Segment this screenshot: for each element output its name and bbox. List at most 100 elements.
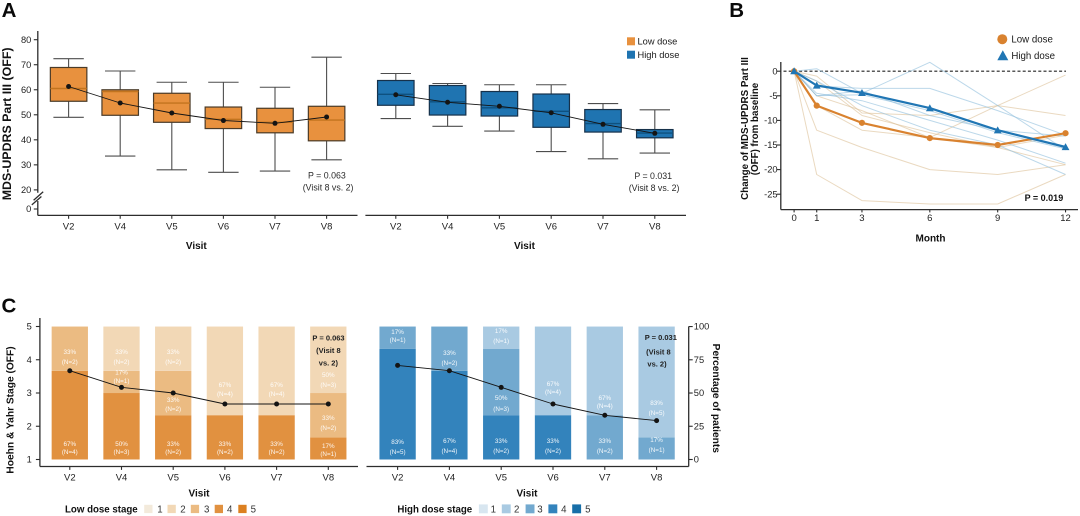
svg-text:V2: V2 [64, 472, 76, 483]
svg-text:0: 0 [791, 213, 796, 224]
svg-text:High dose: High dose [1011, 51, 1055, 62]
svg-text:(N=2): (N=2) [217, 449, 233, 456]
svg-text:33%: 33% [322, 415, 335, 422]
svg-text:V2: V2 [63, 222, 75, 233]
svg-text:3: 3 [859, 213, 864, 224]
svg-text:(Visit 8: (Visit 8 [316, 346, 340, 355]
svg-text:V5: V5 [167, 472, 179, 483]
svg-text:V7: V7 [597, 222, 609, 233]
svg-text:V5: V5 [495, 472, 507, 483]
svg-text:(N=2): (N=2) [493, 448, 509, 455]
svg-text:17%: 17% [495, 328, 508, 335]
svg-text:(N=1): (N=1) [320, 451, 336, 458]
svg-text:3: 3 [204, 505, 209, 516]
svg-text:9: 9 [995, 213, 1000, 224]
svg-text:67%: 67% [219, 382, 232, 389]
svg-text:(OFF) from baseline: (OFF) from baseline [750, 82, 761, 175]
svg-text:1: 1 [491, 505, 496, 516]
svg-text:75: 75 [694, 355, 704, 365]
svg-text:MDS-UPDRS Part III (OFF): MDS-UPDRS Part III (OFF) [0, 47, 14, 200]
svg-text:V2: V2 [392, 472, 404, 483]
svg-text:V6: V6 [547, 472, 559, 483]
svg-text:(N=2): (N=2) [545, 448, 561, 455]
svg-text:-20: -20 [764, 165, 777, 175]
svg-text:vs. 2): vs. 2) [647, 360, 667, 369]
svg-text:Percentage of patients: Percentage of patients [710, 344, 721, 454]
svg-text:(N=4): (N=4) [217, 391, 233, 398]
svg-text:3: 3 [27, 388, 32, 398]
svg-text:P = 0.031: P = 0.031 [634, 171, 672, 181]
svg-text:V4: V4 [442, 222, 454, 233]
svg-text:(N=5): (N=5) [390, 449, 406, 456]
svg-text:33%: 33% [115, 349, 128, 356]
svg-text:4: 4 [561, 505, 567, 516]
svg-text:(Visit 8 vs. 2): (Visit 8 vs. 2) [629, 183, 680, 193]
svg-text:33%: 33% [167, 397, 180, 404]
svg-text:(N=4): (N=4) [597, 403, 613, 410]
svg-text:2: 2 [180, 505, 185, 516]
svg-text:(N=2): (N=2) [269, 449, 285, 456]
svg-text:V7: V7 [271, 472, 283, 483]
svg-text:C: C [1, 294, 16, 317]
svg-text:17%: 17% [391, 329, 404, 336]
svg-text:(N=2): (N=2) [320, 425, 336, 432]
svg-text:33%: 33% [219, 441, 232, 448]
svg-text:(N=4): (N=4) [441, 448, 457, 455]
svg-text:V5: V5 [166, 222, 178, 233]
svg-text:Visit: Visit [189, 489, 211, 500]
svg-text:V8: V8 [649, 222, 661, 233]
svg-text:2: 2 [514, 505, 519, 516]
svg-text:(N=2): (N=2) [165, 449, 181, 456]
svg-text:B: B [729, 0, 744, 22]
svg-text:P = 0.063: P = 0.063 [312, 334, 344, 343]
svg-text:V4: V4 [114, 222, 126, 233]
svg-text:Visit: Visit [186, 241, 208, 252]
svg-text:33%: 33% [495, 438, 508, 445]
svg-text:67%: 67% [270, 382, 283, 389]
svg-text:67%: 67% [443, 438, 456, 445]
svg-text:V2: V2 [390, 222, 402, 233]
svg-text:3: 3 [537, 505, 542, 516]
svg-text:(Visit 8 vs. 2): (Visit 8 vs. 2) [303, 182, 354, 192]
svg-text:V6: V6 [545, 222, 557, 233]
svg-text:Low dose stage: Low dose stage [65, 505, 138, 516]
svg-text:30: 30 [21, 160, 31, 170]
svg-text:12: 12 [1060, 213, 1071, 224]
svg-text:V5: V5 [494, 222, 506, 233]
svg-text:70: 70 [21, 60, 31, 70]
svg-text:17%: 17% [650, 437, 663, 444]
svg-text:High dose stage: High dose stage [397, 505, 472, 516]
svg-text:40: 40 [21, 135, 31, 145]
svg-text:V8: V8 [322, 472, 334, 483]
svg-text:(N=3): (N=3) [320, 382, 336, 389]
svg-text:83%: 83% [391, 439, 404, 446]
svg-text:33%: 33% [270, 441, 283, 448]
svg-text:4: 4 [227, 505, 233, 516]
svg-text:(N=2): (N=2) [114, 359, 130, 366]
svg-text:33%: 33% [547, 438, 560, 445]
svg-text:(N=2): (N=2) [597, 448, 613, 455]
svg-text:(N=5): (N=5) [649, 410, 665, 417]
svg-text:5: 5 [251, 505, 256, 516]
svg-text:6: 6 [927, 213, 932, 224]
svg-text:(N=1): (N=1) [390, 337, 406, 344]
svg-text:Visit: Visit [514, 241, 536, 252]
svg-text:1: 1 [27, 455, 32, 465]
svg-text:50%: 50% [322, 372, 335, 379]
svg-text:2: 2 [27, 421, 32, 431]
svg-text:0: 0 [772, 66, 777, 76]
svg-text:V8: V8 [651, 472, 663, 483]
svg-text:(N=4): (N=4) [62, 449, 78, 456]
svg-text:33%: 33% [443, 350, 456, 357]
svg-text:50%: 50% [495, 395, 508, 402]
svg-text:5: 5 [585, 505, 590, 516]
svg-text:1: 1 [157, 505, 162, 516]
svg-text:(N=2): (N=2) [441, 360, 457, 367]
svg-text:(N=1): (N=1) [114, 378, 130, 385]
svg-text:V7: V7 [269, 222, 281, 233]
svg-text:(N=1): (N=1) [649, 447, 665, 454]
svg-text:33%: 33% [598, 438, 611, 445]
svg-text:-25: -25 [764, 189, 777, 199]
svg-text:V7: V7 [599, 472, 611, 483]
svg-text:67%: 67% [547, 381, 560, 388]
